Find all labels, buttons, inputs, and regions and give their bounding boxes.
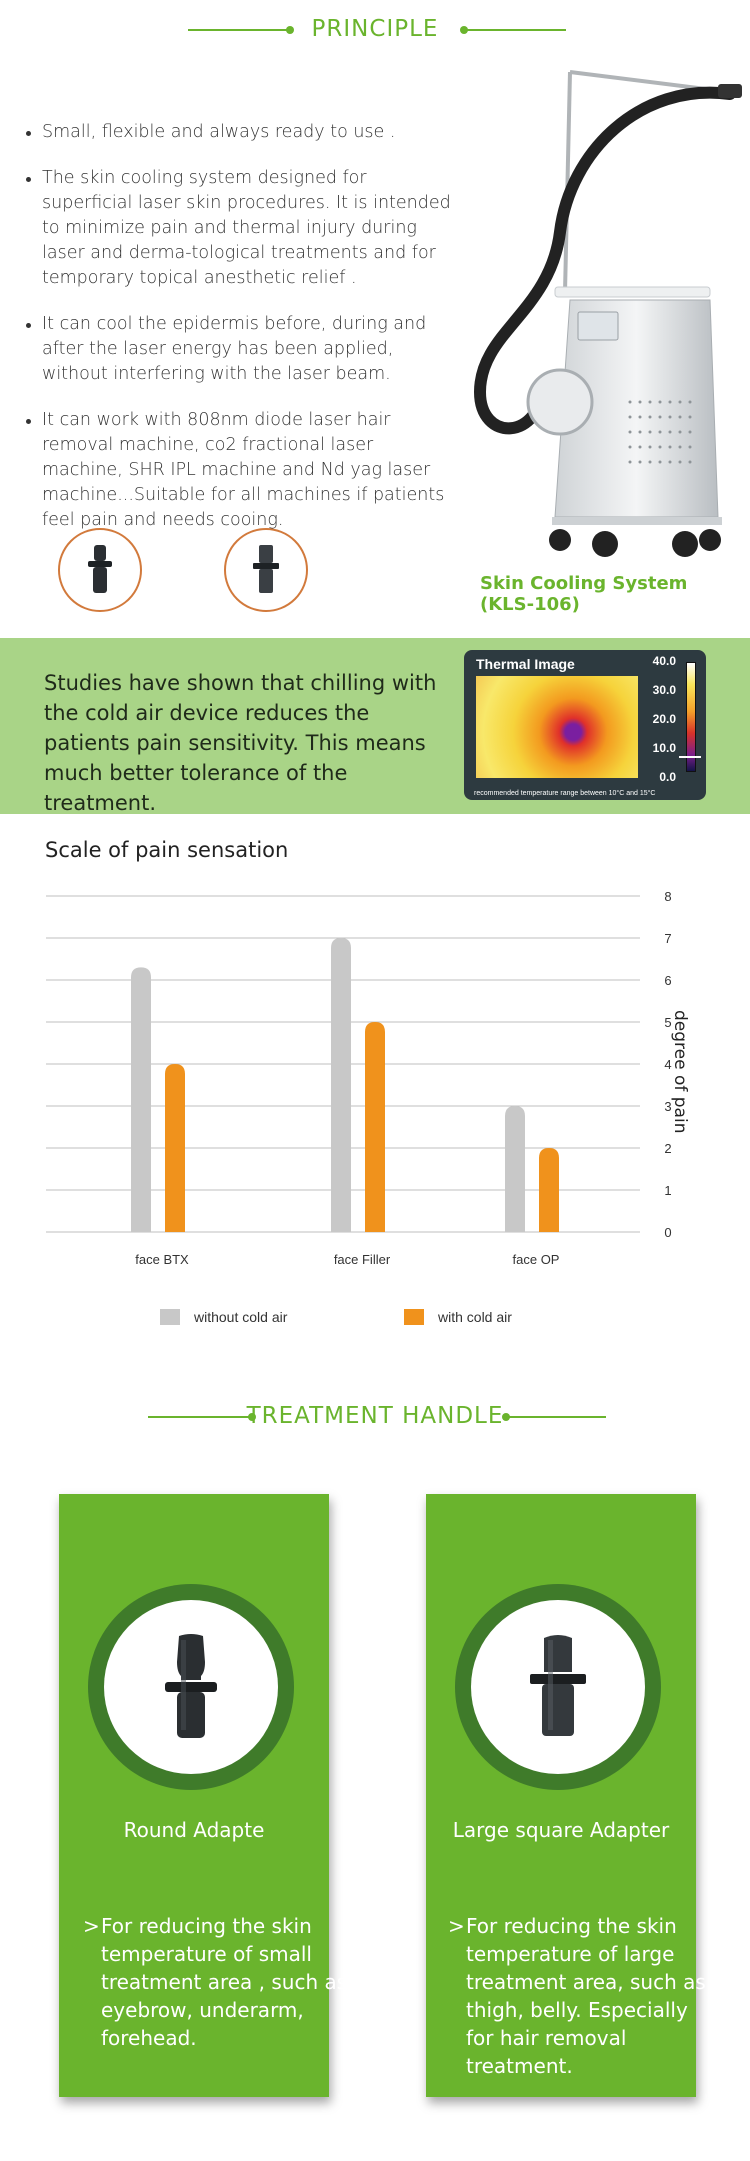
legend-label: with cold air <box>438 1309 512 1325</box>
legend-swatch <box>404 1309 424 1325</box>
large-square-adapter-card: Large square Adapter > For reducing the … <box>426 1494 706 2097</box>
bar <box>331 938 351 1232</box>
header-line-left <box>148 1416 252 1418</box>
header-line-right <box>508 1416 606 1418</box>
thermal-heatmap <box>476 676 638 778</box>
y-tick-label: 7 <box>664 931 671 946</box>
header-dot-left <box>286 26 294 34</box>
chart-y-axis-label: degree of pain <box>670 1010 690 1134</box>
thermal-image: Thermal Image 40.0 30.0 20.0 10.0 0.0 re… <box>464 650 706 800</box>
skin-cooling-machine-image <box>473 70 742 557</box>
adapter-ring <box>455 1584 661 1790</box>
y-tick-label: 6 <box>664 973 671 988</box>
thermal-footer: recommended temperature range between 10… <box>474 790 656 797</box>
header-dot-right <box>460 26 468 34</box>
header-dot-left <box>248 1413 256 1421</box>
y-tick-label: 3 <box>664 1099 671 1114</box>
thermal-tick: 30.0 <box>652 683 676 697</box>
card-description: > For reducing the skin temperature of l… <box>448 1912 714 2080</box>
legend-label: without cold air <box>194 1309 288 1325</box>
principle-bullet: It can work with 808nm diode laser hair … <box>24 408 454 533</box>
card-description: > For reducing the skin temperature of s… <box>83 1912 349 2052</box>
chart-title: Scale of pain sensation <box>45 838 289 862</box>
treatment-header: TREATMENT HANDLE <box>0 1397 750 1437</box>
principle-bullet: The skin cooling system designed for sup… <box>24 166 454 291</box>
thermal-title: Thermal Image <box>476 656 575 672</box>
bar <box>131 967 151 1232</box>
header-dot-right <box>502 1413 510 1421</box>
round-adapter-icon <box>88 545 112 593</box>
y-tick-label: 1 <box>664 1183 671 1198</box>
y-tick-label: 8 <box>664 889 671 904</box>
arrow-icon: > <box>83 1914 100 1938</box>
thermal-marker <box>679 756 701 758</box>
y-tick-label: 2 <box>664 1141 671 1156</box>
bar <box>505 1106 525 1232</box>
thermal-scale-bar <box>686 662 696 772</box>
round-adapter-thumbnail <box>58 528 142 612</box>
round-adapter-icon <box>165 1634 217 1738</box>
thermal-tick: 10.0 <box>652 741 676 755</box>
principle-bullet: Small, flexible and always ready to use … <box>24 120 454 145</box>
adapter-photo-frame <box>471 1600 645 1774</box>
study-band: Studies have shown that chilling with th… <box>0 638 750 815</box>
square-adapter-icon <box>530 1635 586 1736</box>
thermal-tick: 40.0 <box>652 654 676 668</box>
pain-bar-chart: 0 1 2 3 4 5 6 7 8 face BTX face Filler face OP <box>46 889 672 1267</box>
x-tick-label: face BTX <box>135 1252 189 1267</box>
round-adapter-card: Round Adapte > For reducing the skin tem… <box>59 1494 347 2097</box>
bar <box>539 1148 559 1232</box>
y-tick-label: 0 <box>664 1225 671 1240</box>
product-caption: Skin Cooling System (KLS-106) <box>480 573 688 615</box>
principle-title: PRINCIPLE <box>311 16 439 42</box>
card-description-text: For reducing the skin temperature of sma… <box>101 1914 348 2050</box>
principle-bullet-list: Small, flexible and always ready to use … <box>24 120 454 554</box>
x-tick-label: face OP <box>513 1252 560 1267</box>
study-text: Studies have shown that chilling with th… <box>44 671 437 815</box>
y-tick-label: 5 <box>664 1015 671 1030</box>
bar <box>365 1022 385 1232</box>
bar <box>165 1064 185 1232</box>
arrow-icon: > <box>448 1914 465 1938</box>
principle-header: PRINCIPLE <box>0 10 750 50</box>
thermal-tick: 0.0 <box>659 770 676 784</box>
square-adapter-icon <box>253 545 279 593</box>
adapter-photo-frame <box>104 1600 278 1774</box>
square-adapter-thumbnail <box>224 528 308 612</box>
principle-bullet: It can cool the epidermis before, during… <box>24 312 454 387</box>
header-line-right <box>466 29 566 31</box>
treatment-title: TREATMENT HANDLE <box>246 1403 504 1429</box>
legend-swatch <box>160 1309 180 1325</box>
card-title: Round Adapte <box>123 1818 265 1842</box>
thermal-tick: 20.0 <box>652 712 676 726</box>
x-tick-label: face Filler <box>334 1252 391 1267</box>
header-line-left <box>188 29 290 31</box>
card-description-text: For reducing the skin temperature of lar… <box>466 1914 706 2078</box>
adapter-ring <box>88 1584 294 1790</box>
card-title: Large square Adapter <box>452 1818 670 1842</box>
y-tick-label: 4 <box>664 1057 671 1072</box>
